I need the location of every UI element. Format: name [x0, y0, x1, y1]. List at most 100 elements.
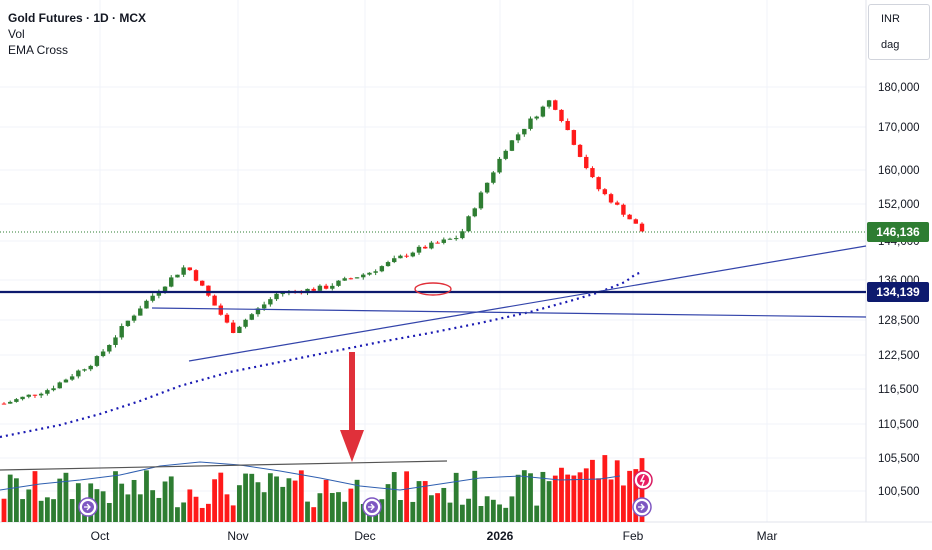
volume-bar: [150, 490, 156, 522]
volume-bar: [280, 486, 286, 522]
candle-body: [577, 144, 583, 157]
dividend-icon[interactable]: [632, 497, 652, 517]
volume-bar: [323, 479, 329, 522]
volume-bar: [441, 487, 447, 522]
candle-body: [621, 204, 626, 215]
price-tag-label: 134,139: [876, 285, 920, 299]
candle-body: [615, 202, 620, 205]
candle-body: [224, 314, 230, 323]
price-axis-label: 170,000: [878, 122, 920, 134]
candle-body: [392, 258, 397, 263]
candle-body: [367, 272, 372, 275]
volume-bar: [379, 499, 385, 522]
candle-body: [404, 255, 409, 257]
volume-bar: [156, 497, 162, 522]
unit-selector[interactable]: INR dag: [868, 4, 930, 60]
price-axis-label: 128,500: [878, 315, 920, 327]
candle-body: [94, 356, 100, 366]
volume-bar: [261, 492, 267, 522]
chart-grid: [0, 0, 866, 522]
candle-body: [602, 189, 608, 195]
volume-bar: [137, 494, 143, 522]
volume-bar: [391, 472, 397, 522]
volume-bar: [63, 472, 69, 522]
candle-body: [187, 267, 193, 271]
volume-bar: [515, 474, 521, 522]
candle-body: [410, 252, 416, 257]
candle-body: [69, 376, 75, 380]
candle-body: [342, 278, 347, 281]
volume-bar: [583, 468, 589, 522]
candle-body: [559, 109, 564, 122]
volume-bar: [472, 470, 478, 522]
volume-bar: [181, 502, 187, 522]
candle-body: [249, 314, 254, 320]
candle-body: [528, 118, 533, 129]
candle-body: [323, 285, 329, 289]
volume-bar: [404, 471, 410, 522]
volume-bar: [466, 498, 471, 522]
volume-bar: [608, 479, 614, 522]
volume-bar: [342, 501, 348, 522]
dividend-icon[interactable]: [78, 497, 98, 517]
candle-body: [534, 116, 539, 119]
candle-body: [596, 177, 601, 190]
candle-body: [162, 286, 168, 292]
volume-bar: [540, 471, 546, 522]
volume-bar: [552, 475, 558, 522]
volume-bar: [336, 492, 341, 522]
candle-body: [230, 322, 236, 333]
price-axis-label: 160,000: [878, 165, 920, 177]
candle-body: [354, 277, 360, 279]
candle-body: [261, 304, 267, 309]
volume-bar: [298, 470, 304, 522]
highlight-ellipse: [414, 282, 452, 296]
volume-bar: [187, 489, 193, 522]
chart-legend: Gold Futures · 1D · MCX Vol EMA Cross: [8, 10, 146, 58]
volume-bar: [255, 482, 261, 522]
candle-body: [156, 291, 162, 296]
price-axis-label: 105,500: [878, 453, 920, 465]
lightning-icon[interactable]: [633, 470, 653, 490]
volume-bars: [1, 455, 645, 522]
volume-bar: [348, 488, 354, 522]
volume-bar: [51, 499, 56, 522]
volume-bar: [38, 500, 44, 522]
candle-body: [584, 156, 589, 169]
candle-body: [522, 128, 527, 135]
volume-bar: [410, 501, 416, 522]
candle-body: [63, 379, 69, 383]
volume-bar: [131, 479, 137, 522]
price-axis-label: 110,500: [878, 419, 919, 431]
candle-body: [125, 320, 131, 327]
candle-body: [503, 150, 508, 159]
volume-bar: [20, 499, 25, 522]
time-axis[interactable]: Oct Nov Dec 2026 Feb Mar: [91, 529, 778, 543]
volume-bar: [503, 507, 509, 522]
unit-label: dag: [881, 39, 900, 51]
volume-bar: [528, 473, 533, 522]
time-axis-label: Feb: [623, 529, 644, 543]
dividend-icon[interactable]: [362, 497, 382, 517]
volume-bar: [354, 479, 360, 522]
candle-body: [26, 394, 31, 397]
candle-body: [119, 326, 124, 338]
candle-body: [317, 285, 323, 291]
time-axis-label: Nov: [227, 529, 248, 543]
candle-body: [608, 194, 614, 203]
volume-bar: [249, 473, 255, 522]
symbol-title[interactable]: Gold Futures · 1D · MCX: [8, 11, 146, 25]
volume-bar: [639, 458, 645, 522]
candle-body: [348, 278, 354, 280]
volume-bar: [267, 473, 273, 522]
volume-bar: [571, 475, 577, 522]
volume-bar: [193, 496, 199, 522]
rising-trendline: [188, 245, 867, 362]
candle-body: [200, 280, 205, 286]
candle-body: [32, 394, 38, 396]
volume-bar: [428, 495, 434, 522]
candle-body: [478, 192, 484, 209]
indicator-ema-cross[interactable]: EMA Cross: [8, 43, 69, 57]
indicator-vol[interactable]: Vol: [8, 27, 25, 41]
